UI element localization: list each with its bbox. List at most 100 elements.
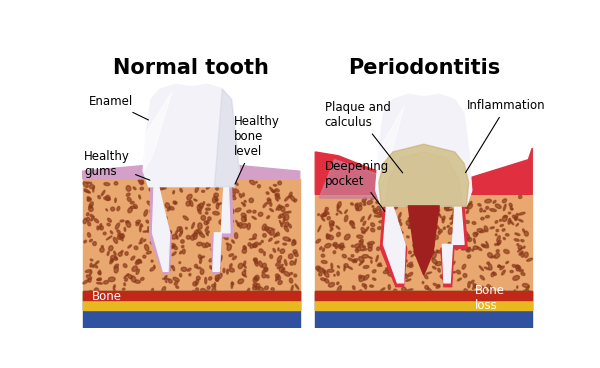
Ellipse shape bbox=[487, 262, 490, 264]
Ellipse shape bbox=[289, 254, 293, 259]
Ellipse shape bbox=[411, 222, 413, 226]
Ellipse shape bbox=[234, 300, 238, 303]
Ellipse shape bbox=[361, 249, 367, 251]
Ellipse shape bbox=[135, 280, 140, 283]
Ellipse shape bbox=[379, 264, 382, 266]
Ellipse shape bbox=[475, 305, 479, 308]
Ellipse shape bbox=[259, 243, 261, 245]
Ellipse shape bbox=[175, 184, 177, 186]
Ellipse shape bbox=[318, 226, 321, 232]
Ellipse shape bbox=[162, 287, 166, 293]
Ellipse shape bbox=[254, 258, 257, 263]
Ellipse shape bbox=[385, 233, 388, 236]
Ellipse shape bbox=[408, 294, 412, 300]
Ellipse shape bbox=[277, 264, 283, 269]
Ellipse shape bbox=[283, 237, 290, 241]
Ellipse shape bbox=[323, 213, 327, 216]
Ellipse shape bbox=[443, 292, 447, 295]
Ellipse shape bbox=[425, 286, 428, 289]
Ellipse shape bbox=[471, 280, 474, 283]
Ellipse shape bbox=[473, 238, 475, 243]
Ellipse shape bbox=[527, 297, 531, 301]
Ellipse shape bbox=[106, 209, 107, 211]
Ellipse shape bbox=[424, 218, 426, 221]
Ellipse shape bbox=[382, 203, 385, 206]
Ellipse shape bbox=[253, 242, 258, 248]
Ellipse shape bbox=[481, 286, 485, 290]
Ellipse shape bbox=[335, 300, 337, 303]
Ellipse shape bbox=[166, 281, 167, 282]
Ellipse shape bbox=[250, 238, 256, 240]
Ellipse shape bbox=[211, 248, 214, 251]
Ellipse shape bbox=[460, 195, 464, 200]
Ellipse shape bbox=[371, 223, 375, 227]
Ellipse shape bbox=[206, 233, 208, 236]
Ellipse shape bbox=[410, 223, 414, 227]
Ellipse shape bbox=[104, 197, 110, 200]
Ellipse shape bbox=[124, 227, 126, 231]
Ellipse shape bbox=[262, 263, 266, 268]
Ellipse shape bbox=[344, 215, 348, 222]
Ellipse shape bbox=[438, 231, 440, 234]
Ellipse shape bbox=[184, 183, 190, 186]
Ellipse shape bbox=[152, 181, 155, 185]
Ellipse shape bbox=[482, 245, 488, 248]
Ellipse shape bbox=[350, 221, 353, 224]
Ellipse shape bbox=[368, 257, 372, 259]
Ellipse shape bbox=[317, 267, 322, 272]
Ellipse shape bbox=[143, 255, 146, 258]
Ellipse shape bbox=[164, 297, 166, 300]
Ellipse shape bbox=[256, 284, 260, 290]
Ellipse shape bbox=[351, 255, 354, 257]
Ellipse shape bbox=[101, 245, 103, 247]
Ellipse shape bbox=[113, 296, 115, 300]
Polygon shape bbox=[224, 165, 300, 179]
Ellipse shape bbox=[83, 218, 87, 224]
Text: Normal tooth: Normal tooth bbox=[113, 58, 269, 78]
Ellipse shape bbox=[328, 283, 335, 287]
Ellipse shape bbox=[453, 211, 455, 217]
Ellipse shape bbox=[218, 273, 222, 279]
Ellipse shape bbox=[340, 299, 346, 303]
Ellipse shape bbox=[353, 286, 355, 290]
Ellipse shape bbox=[189, 273, 191, 276]
Ellipse shape bbox=[215, 295, 220, 299]
Ellipse shape bbox=[344, 266, 345, 271]
Ellipse shape bbox=[227, 202, 231, 206]
Ellipse shape bbox=[118, 236, 121, 240]
Ellipse shape bbox=[157, 304, 160, 308]
Ellipse shape bbox=[376, 255, 378, 262]
Ellipse shape bbox=[199, 203, 203, 208]
Ellipse shape bbox=[397, 296, 402, 299]
Ellipse shape bbox=[99, 270, 101, 275]
Ellipse shape bbox=[359, 290, 362, 292]
Ellipse shape bbox=[386, 237, 390, 240]
Text: Plaque and
calculus: Plaque and calculus bbox=[325, 101, 403, 173]
Ellipse shape bbox=[448, 248, 450, 250]
Ellipse shape bbox=[496, 234, 497, 236]
Polygon shape bbox=[376, 106, 404, 191]
Ellipse shape bbox=[326, 297, 328, 299]
Ellipse shape bbox=[90, 259, 93, 261]
Ellipse shape bbox=[172, 266, 175, 271]
Ellipse shape bbox=[224, 220, 228, 224]
Ellipse shape bbox=[433, 266, 436, 269]
Ellipse shape bbox=[401, 273, 405, 279]
Ellipse shape bbox=[270, 255, 272, 258]
Ellipse shape bbox=[275, 193, 280, 197]
Ellipse shape bbox=[523, 246, 525, 248]
Ellipse shape bbox=[227, 244, 232, 251]
Ellipse shape bbox=[358, 206, 362, 211]
Ellipse shape bbox=[217, 247, 220, 249]
Ellipse shape bbox=[428, 237, 431, 241]
Ellipse shape bbox=[193, 233, 197, 239]
Ellipse shape bbox=[110, 231, 113, 234]
Ellipse shape bbox=[238, 279, 244, 284]
Ellipse shape bbox=[85, 270, 91, 272]
Ellipse shape bbox=[139, 296, 143, 298]
Ellipse shape bbox=[416, 298, 422, 303]
Ellipse shape bbox=[456, 227, 460, 230]
Ellipse shape bbox=[183, 216, 188, 220]
Ellipse shape bbox=[100, 226, 103, 230]
Ellipse shape bbox=[392, 220, 395, 224]
